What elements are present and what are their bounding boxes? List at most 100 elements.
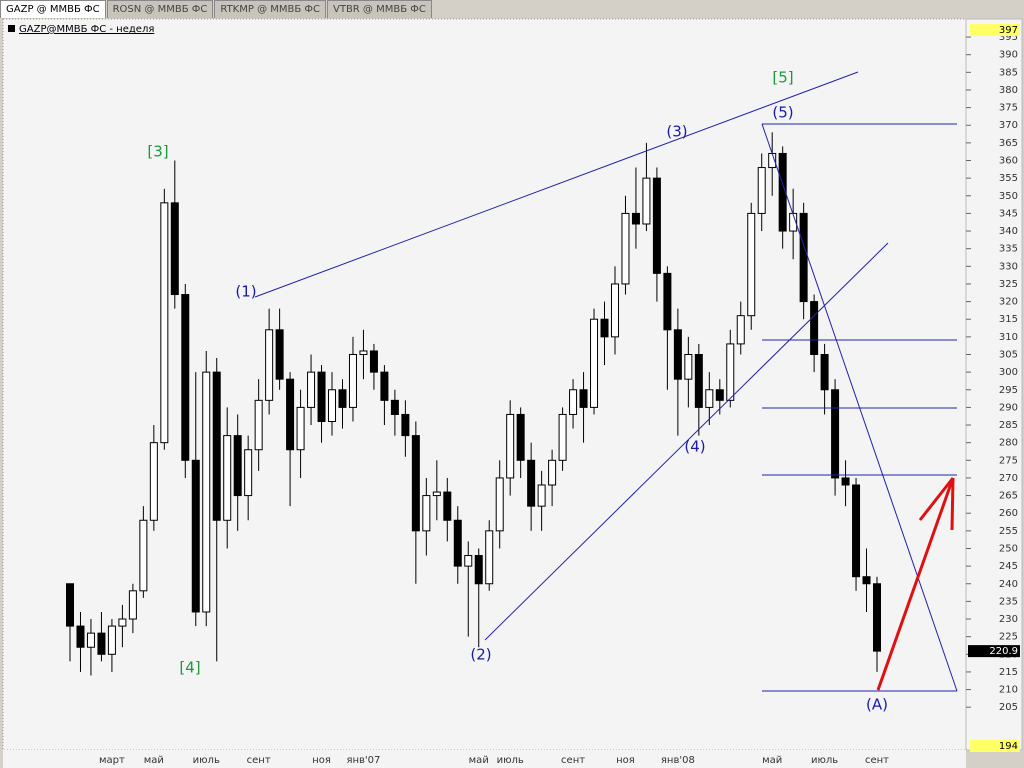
wave-label: (4) <box>684 438 705 456</box>
candle-body <box>107 625 116 655</box>
candle-body <box>411 435 420 532</box>
y-tick-label: 215 <box>999 667 1018 678</box>
y-tick-label: 390 <box>999 50 1018 61</box>
y-tick-label: 385 <box>999 67 1018 78</box>
candle-body <box>548 459 557 486</box>
y-tick-label: 210 <box>999 685 1018 696</box>
candle-body <box>506 413 515 479</box>
wave-label: (3) <box>666 123 687 141</box>
arrow-head <box>918 477 955 521</box>
candle-body <box>778 152 787 232</box>
y-tick-label: 295 <box>999 385 1018 396</box>
target-arrow <box>876 477 955 691</box>
candle-body <box>464 555 473 567</box>
candle-body <box>715 389 724 401</box>
candle-body <box>610 283 619 338</box>
legend-swatch <box>8 25 15 32</box>
y-tick-label: 380 <box>999 85 1018 96</box>
candle-body <box>223 435 232 521</box>
x-tick-label: март <box>99 755 125 766</box>
legend: GAZP@ММВБ ФС - неделя <box>19 24 154 35</box>
time-axis <box>3 750 966 768</box>
y-tick-label: 375 <box>999 103 1018 114</box>
candle-body <box>537 484 546 507</box>
candle-body <box>705 389 714 408</box>
candle-body <box>799 212 808 303</box>
y-tick-label: 345 <box>999 208 1018 219</box>
candle-body <box>286 378 295 451</box>
candle-body <box>453 519 462 567</box>
tab[interactable]: ROSN @ ММВБ ФС <box>106 0 214 18</box>
candle-body <box>359 350 368 355</box>
x-tick-label: июль <box>811 755 838 766</box>
y-tick-label: 350 <box>999 191 1018 202</box>
candle-body <box>369 350 378 373</box>
arrow-head <box>950 477 955 531</box>
last-price-box <box>968 645 1020 658</box>
tab[interactable]: RTKMP @ ММВБ ФС <box>214 0 326 18</box>
candle-body <box>317 371 326 423</box>
candle-body <box>873 583 881 652</box>
x-tick-label: сент <box>247 755 271 766</box>
candle-body <box>663 272 672 331</box>
candle-body <box>66 583 74 627</box>
y-tick-label: 370 <box>999 120 1018 131</box>
candle-body <box>495 477 504 532</box>
candle-body <box>684 353 693 380</box>
x-tick-label: сент <box>865 755 889 766</box>
candle-body <box>569 389 578 415</box>
candle-body <box>390 399 399 415</box>
candle-body <box>474 555 483 585</box>
wave-label: [5] <box>772 69 793 87</box>
candle-body <box>254 399 263 451</box>
candle-body <box>422 495 431 532</box>
y-tick-label: 285 <box>999 420 1018 431</box>
y-tick-label: 265 <box>999 491 1018 502</box>
wave-lines <box>254 71 958 692</box>
y-tick-label: 290 <box>999 402 1018 413</box>
wave-label: (1) <box>235 283 256 301</box>
candle-body <box>160 202 169 444</box>
candle-body <box>244 449 253 497</box>
candle-body <box>348 353 357 408</box>
candle-body <box>820 353 829 391</box>
trend-line <box>484 242 889 641</box>
price-axis <box>965 18 1023 751</box>
wave-label: [4] <box>179 659 200 677</box>
x-tick-label: янв'08 <box>661 755 695 766</box>
y-tick-label: 245 <box>999 561 1018 572</box>
x-tick-label: май <box>144 755 164 766</box>
tab[interactable]: GAZP @ ММВБ ФС <box>0 0 106 18</box>
wave-label: (A) <box>866 696 888 714</box>
y-tick-label: 260 <box>999 508 1018 519</box>
y-tick-label: 275 <box>999 455 1018 466</box>
candle-body <box>265 329 274 401</box>
y-tick-label: 280 <box>999 438 1018 449</box>
candle-body <box>181 294 190 461</box>
x-tick-label: май <box>762 755 782 766</box>
y-tick-label: 235 <box>999 596 1018 607</box>
tab[interactable]: VTBR @ ММВБ ФС <box>327 0 432 18</box>
candle-body <box>631 212 640 225</box>
y-tick-label: 255 <box>999 526 1018 537</box>
candle-body <box>621 212 630 285</box>
y-tick-label: 395 <box>999 32 1018 43</box>
x-tick-label: май <box>469 755 489 766</box>
y-tick-label: 240 <box>999 579 1018 590</box>
candle-body <box>307 371 316 408</box>
candle-body <box>642 177 651 225</box>
candle-body <box>694 353 703 408</box>
candle-body <box>747 212 756 317</box>
y-tick-label: 270 <box>999 473 1018 484</box>
candle-body <box>118 618 127 627</box>
limit-label: 397 <box>999 25 1018 36</box>
limit-box <box>970 24 1020 36</box>
wave-label: [3] <box>147 143 168 161</box>
x-tick-label: ноя <box>616 755 635 766</box>
candle-body <box>97 632 106 655</box>
tab-bar: GAZP @ ММВБ ФС ROSN @ ММВБ ФС RTKMP @ ММ… <box>0 0 433 18</box>
x-tick-label: янв'07 <box>346 755 380 766</box>
candle-body <box>212 371 221 521</box>
